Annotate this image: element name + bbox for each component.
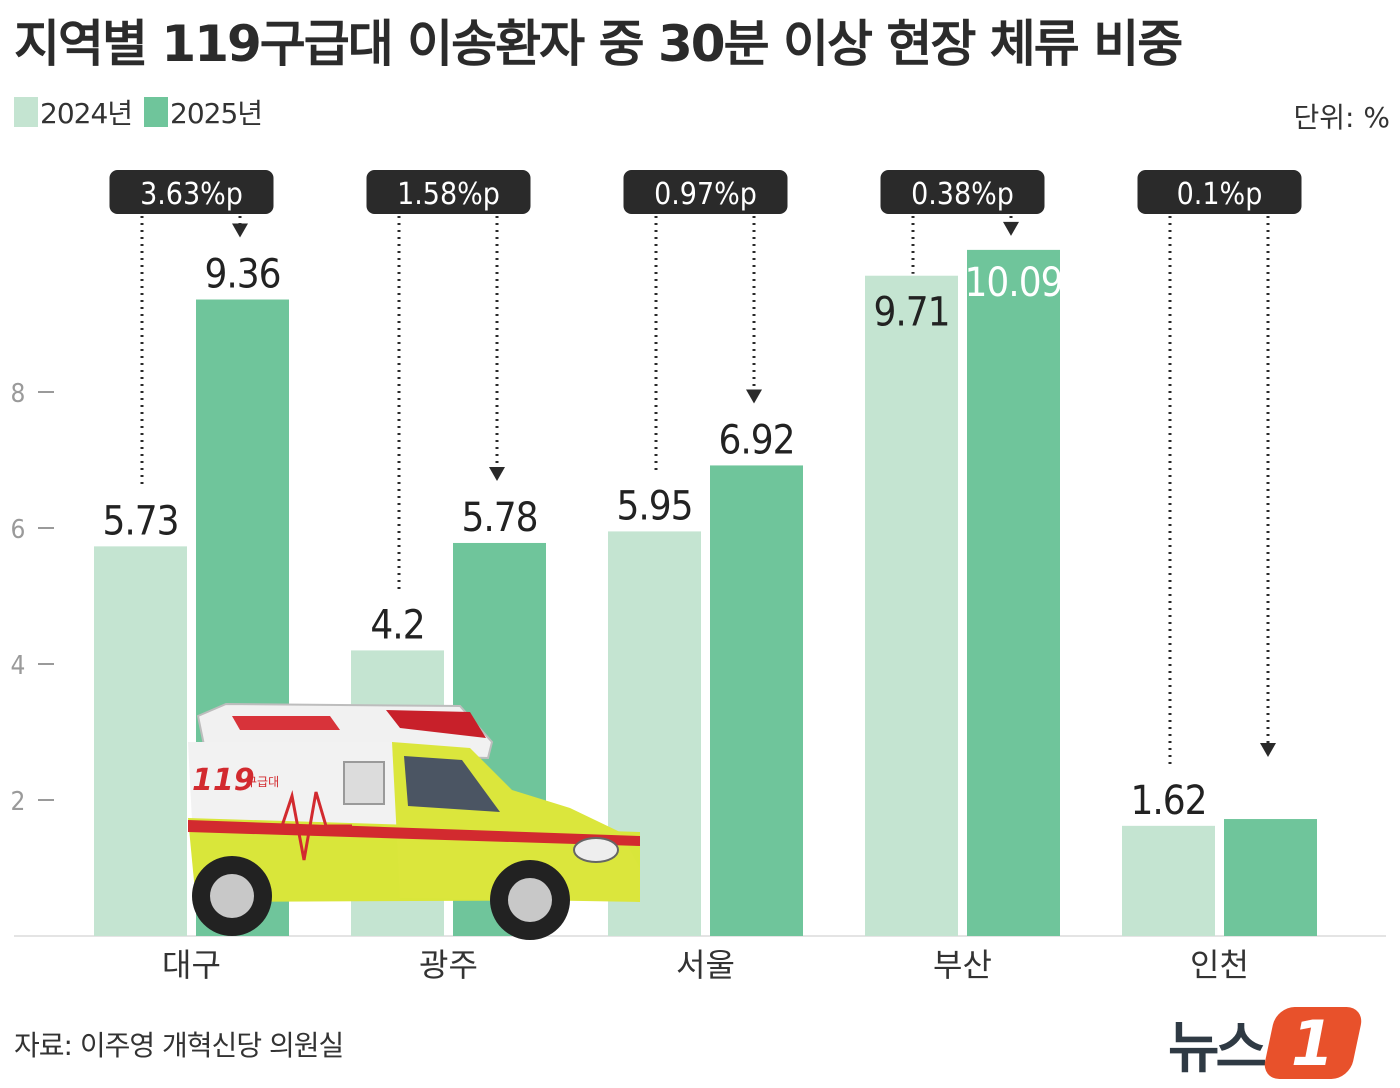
difference-label: 3.63%p	[140, 177, 243, 212]
difference-badge	[880, 170, 1045, 214]
bar-2024	[94, 546, 187, 936]
category-label: 광주	[419, 946, 478, 984]
value-label-2025: 5.78	[461, 495, 537, 541]
legend-swatch-2025	[144, 97, 169, 127]
value-label-2024: 4.2	[370, 602, 424, 648]
difference-label: 0.1%p	[1177, 177, 1263, 212]
value-label-2025: 10.09	[965, 260, 1063, 306]
legend-swatch-2024	[14, 97, 38, 127]
bar-2025	[967, 249, 1060, 936]
difference-label: 0.38%p	[911, 177, 1014, 212]
bar-2025	[710, 465, 803, 936]
arrow-head	[1260, 743, 1276, 758]
y-tick-label: 4	[11, 651, 26, 681]
legend-label-2025: 2025년	[170, 97, 263, 130]
legend-item-2025: 2025년	[144, 92, 268, 132]
legend-label-2024: 2024년	[40, 97, 133, 130]
bar-2024	[865, 275, 958, 937]
difference-badge	[109, 170, 274, 214]
value-label-2024: 5.73	[102, 498, 178, 544]
arrow-head	[1003, 221, 1019, 236]
difference-label: 1.58%p	[397, 177, 500, 212]
y-tick-label: 6	[11, 515, 26, 545]
difference-badge	[623, 170, 788, 214]
ambulance-body: 119 구급대	[188, 702, 640, 940]
unit-label: 단위: %	[1293, 101, 1390, 134]
category-label: 부산	[933, 946, 992, 984]
category-label: 서울	[676, 946, 735, 984]
bar-2024	[1122, 825, 1215, 936]
y-tick-label: 2	[11, 787, 26, 817]
legend: 2024년 2025년	[14, 92, 268, 132]
value-label-2025: 9.36	[204, 252, 280, 298]
logo-badge-text: 1	[1291, 1006, 1335, 1080]
category-label: 대구	[162, 946, 221, 984]
news1-logo: 뉴스 1	[1168, 1000, 1394, 1086]
logo-text: 뉴스	[1168, 1015, 1267, 1081]
arrow-head	[746, 389, 762, 404]
value-label-2024: 5.95	[616, 483, 692, 529]
difference-badge	[366, 170, 531, 214]
arrow-head	[489, 466, 505, 481]
difference-label: 0.97%p	[654, 177, 757, 212]
value-label-2024: 1.62	[1130, 778, 1206, 824]
arrow-head	[232, 223, 248, 238]
bar-2025	[1224, 819, 1317, 936]
value-label-2024: 9.71	[873, 290, 949, 336]
value-label-2025: 6.92	[718, 417, 794, 463]
source-note: 자료: 이주영 개혁신당 의원실	[14, 1029, 344, 1062]
svg-text:119: 119	[192, 763, 255, 798]
category-label: 인천	[1190, 946, 1249, 984]
legend-item-2024: 2024년	[14, 92, 138, 132]
logo-badge: 1	[1261, 1006, 1365, 1080]
svg-text:구급대: 구급대	[246, 775, 279, 789]
chart-title: 지역별 119구급대 이송환자 중 30분 이상 현장 체류 비중	[14, 15, 1183, 73]
y-tick-label: 8	[11, 379, 26, 409]
value-label-2025: 1.72	[1232, 771, 1308, 817]
difference-badge	[1137, 170, 1302, 214]
